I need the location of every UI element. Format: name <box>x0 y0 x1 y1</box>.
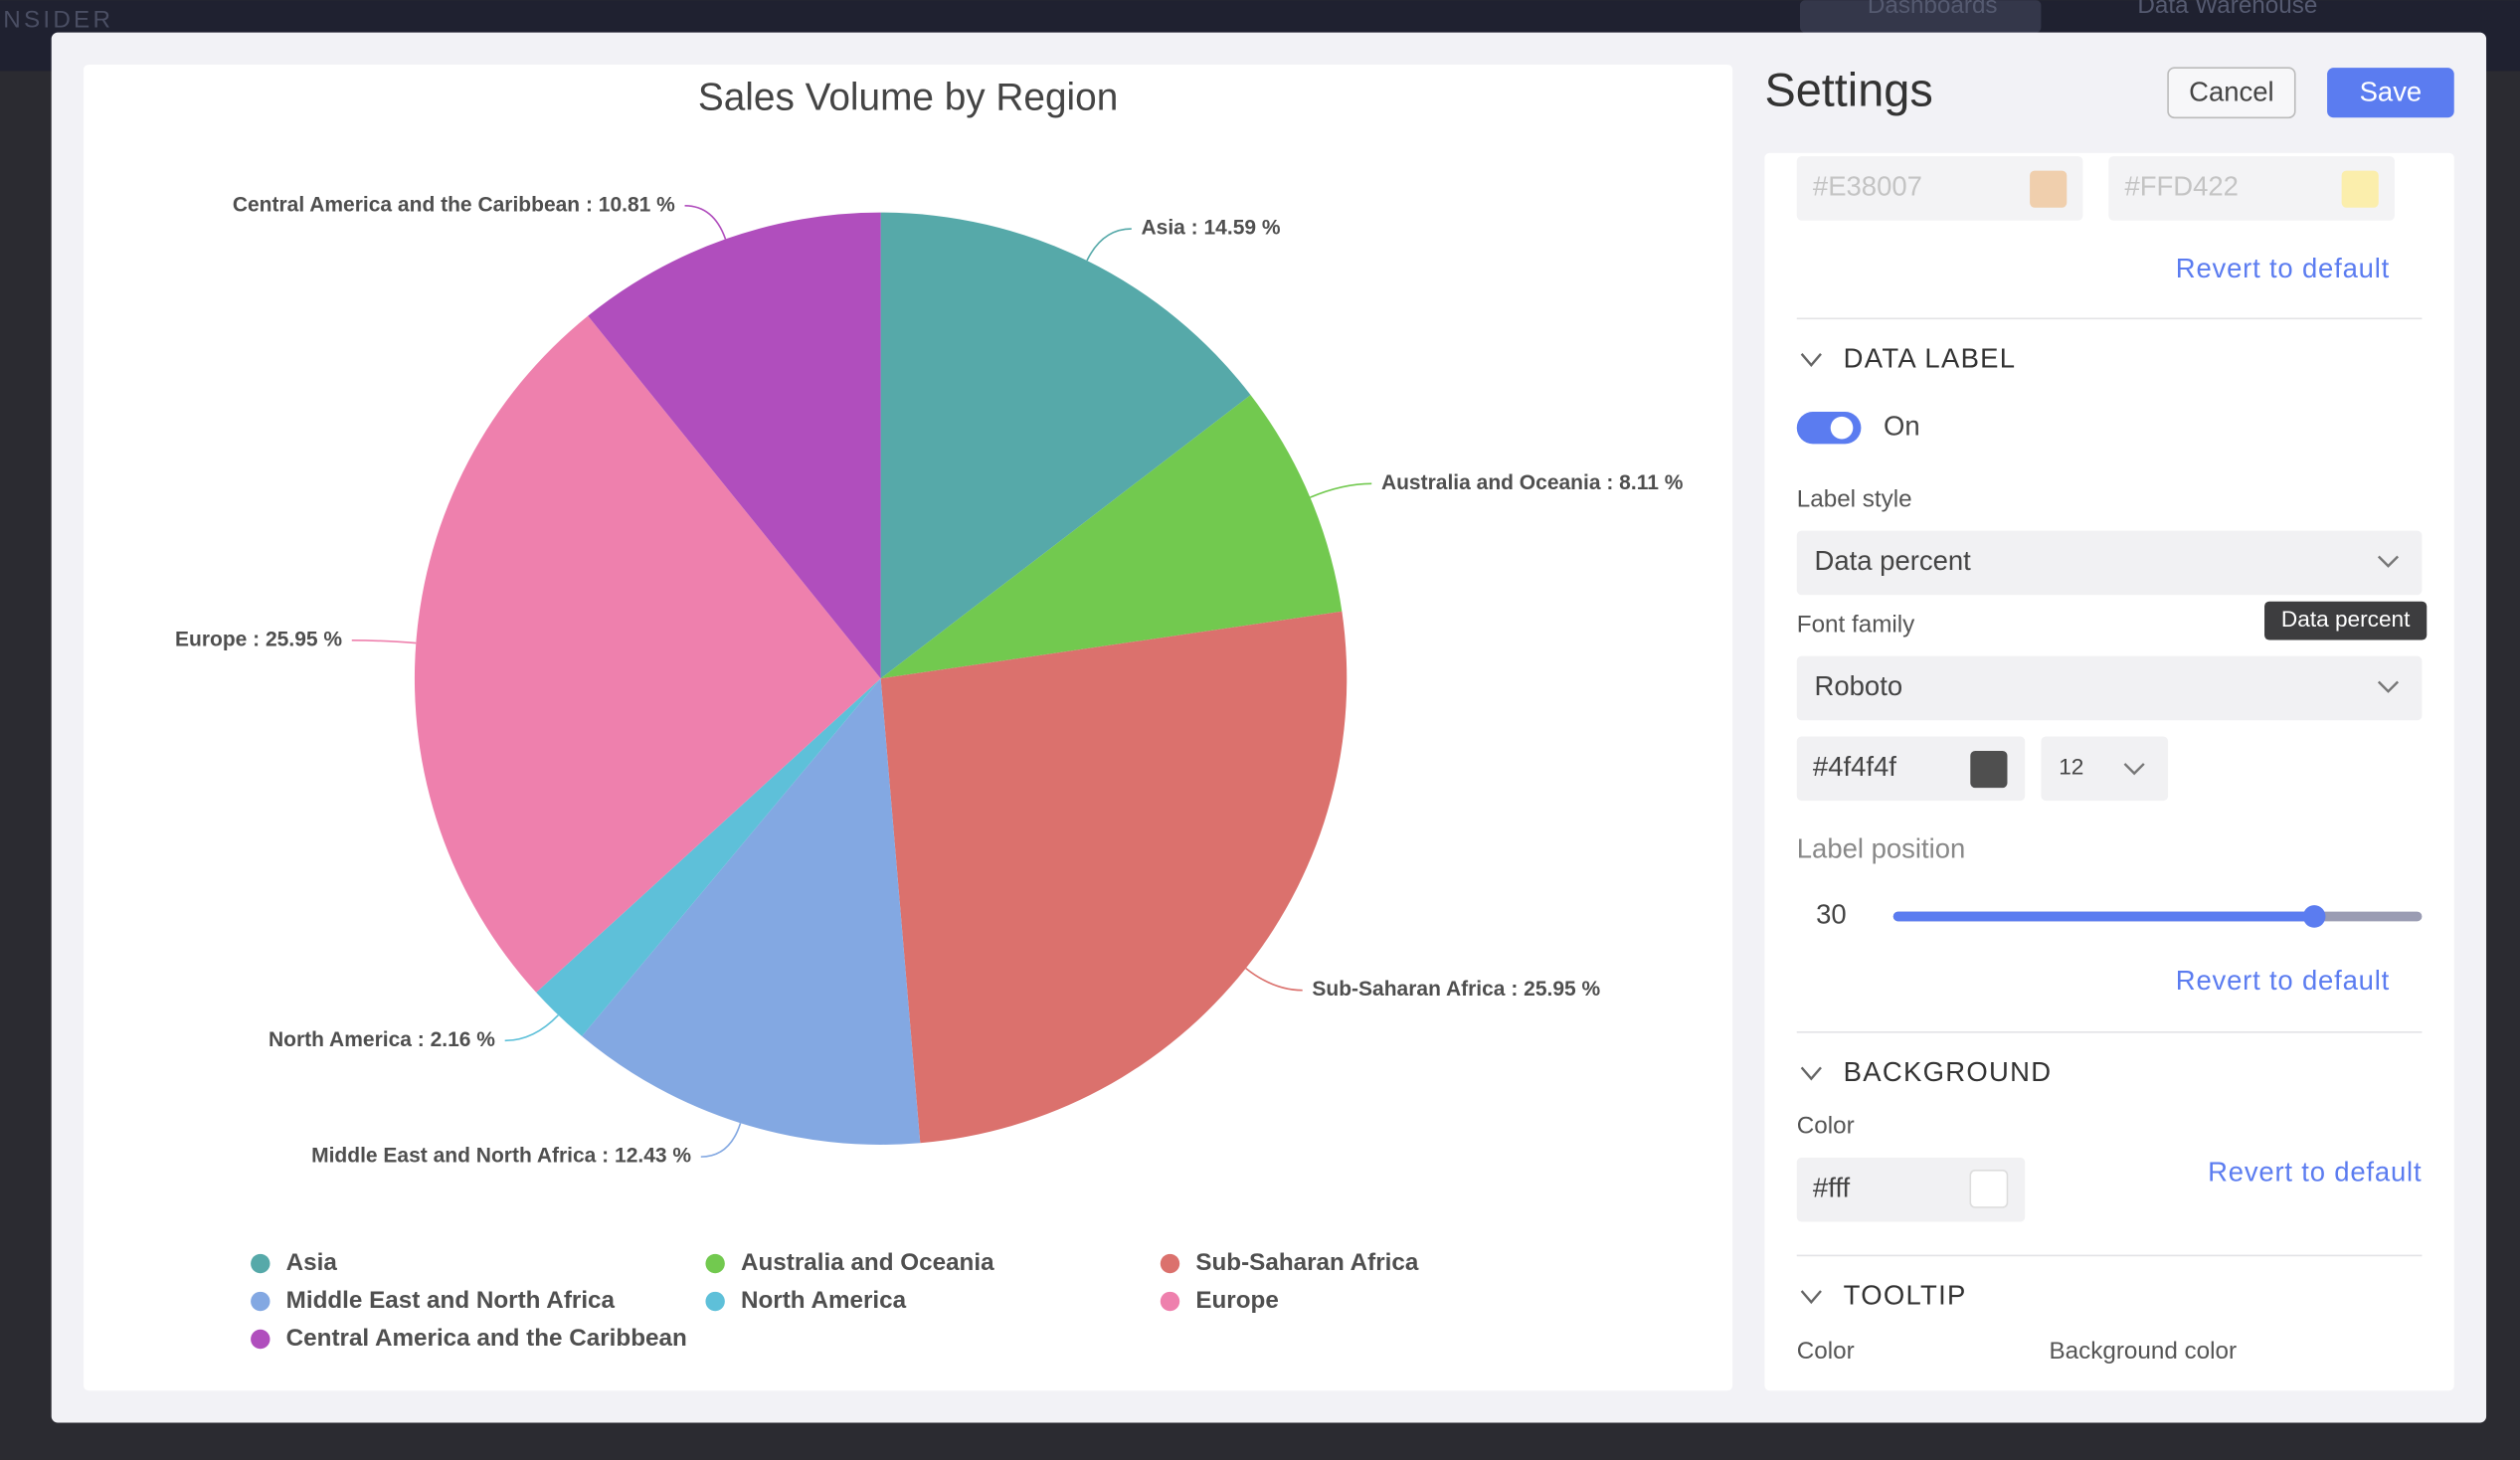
legend-marker <box>1160 1291 1180 1312</box>
pie: Asia : 14.59 % Australia and Oceania : 8.… <box>175 193 1684 1167</box>
legend-label: Central America and the Caribbean <box>286 1325 687 1352</box>
color-value: #4f4f4f <box>1813 751 1896 782</box>
legend-label: Europe <box>1195 1287 1278 1314</box>
chevron[interactable] <box>1800 353 1822 368</box>
brand: NSIDER <box>3 7 113 34</box>
nav-item: Data Warehouse <box>2137 0 2317 19</box>
leader-line <box>1086 228 1132 262</box>
data-label: Europe : 25.95 % <box>175 628 342 650</box>
legend-label: Middle East and North Africa <box>286 1287 616 1314</box>
chevron <box>2377 555 2400 568</box>
leader-line <box>504 1014 559 1042</box>
data-label: Sub-Saharan Africa : 25.95 % <box>1312 978 1600 1001</box>
leader-line <box>1245 967 1303 992</box>
settings-title: Settings <box>1764 64 1932 115</box>
color-value: #E38007 <box>1813 171 1922 202</box>
select[interactable] <box>1796 655 2423 721</box>
legend-marker <box>705 1291 725 1312</box>
field-label: Label position <box>1797 832 1966 863</box>
select-value: Data percent <box>1815 545 1972 576</box>
legend-marker <box>251 1291 270 1312</box>
legend-marker <box>705 1253 725 1274</box>
data-label: Asia : 14.59 % <box>1141 217 1280 240</box>
select-value: Roboto <box>1815 670 1903 701</box>
revert-link[interactable]: Revert to default <box>2176 965 2390 996</box>
legend: Asia Australia and Oceania Sub-Saharan Afr… <box>251 1249 1419 1352</box>
revert-link[interactable]: Revert to default <box>2208 1156 2422 1186</box>
legend-label: Australia and Oceania <box>741 1249 994 1276</box>
slider-value: 30 <box>1816 899 1847 930</box>
color-input[interactable] <box>1796 156 2083 221</box>
tooltip-text: Data percent <box>2281 607 2411 632</box>
pie-slice <box>582 678 921 1145</box>
leader-line <box>684 205 727 240</box>
toggle-label: On <box>1884 410 1920 441</box>
color-swatch <box>1970 751 2008 789</box>
legend-label: Asia <box>286 1249 338 1276</box>
pie-slice <box>880 611 1348 1144</box>
chevron[interactable] <box>1800 1290 1822 1305</box>
color-swatch <box>2341 170 2379 208</box>
pie-slice <box>880 395 1343 679</box>
section-heading: DATA LABEL <box>1844 343 2017 374</box>
settings-content: #E38007 #FFD422 Revert to default DATA L… <box>1796 156 2428 1365</box>
slider-fill <box>1892 911 2315 922</box>
color-swatch <box>2030 170 2068 208</box>
leader-line <box>351 639 417 644</box>
color-value: #fff <box>1813 1172 1851 1202</box>
pie-slice <box>536 678 881 1036</box>
field-label: Font family <box>1797 611 1915 638</box>
nav-item: Dashboards <box>1868 0 1998 19</box>
size-select[interactable] <box>2041 736 2169 802</box>
color-value: #FFD422 <box>2124 171 2239 202</box>
pie-slice <box>880 212 1251 679</box>
data-label: Middle East and North Africa : 12.43 % <box>311 1145 691 1168</box>
color-input[interactable] <box>1796 736 2026 802</box>
data-label: Central America and the Caribbean : 10.8… <box>233 193 675 216</box>
field-label: Label style <box>1797 485 1912 512</box>
cancel-button[interactable] <box>2167 67 2296 119</box>
color-swatch <box>1969 1169 2009 1208</box>
leader-line <box>1310 482 1372 498</box>
leader-line <box>700 1122 742 1158</box>
select[interactable] <box>1796 530 2423 596</box>
legend-marker <box>1160 1253 1180 1274</box>
field-label: Color <box>1797 1113 1855 1140</box>
legend-marker <box>251 1329 270 1350</box>
nav-tab <box>1800 0 2042 33</box>
legend-label: North America <box>741 1287 907 1314</box>
toggle-knob <box>1830 416 1854 440</box>
section-heading: BACKGROUND <box>1844 1056 2053 1087</box>
section-heading: TOOLTIP <box>1844 1280 1967 1311</box>
field-label: Background color <box>2049 1338 2237 1365</box>
tooltip <box>2264 601 2428 640</box>
chevron <box>2377 680 2400 693</box>
size-value: 12 <box>2059 755 2083 780</box>
save-label: Save <box>2360 76 2423 106</box>
save-button[interactable] <box>2327 68 2454 118</box>
chevron[interactable] <box>1800 1066 1822 1081</box>
pie-slice <box>588 212 881 679</box>
revert-link[interactable]: Revert to default <box>2176 253 2390 283</box>
slider-thumb[interactable] <box>2302 905 2326 928</box>
field-label: Color <box>1797 1338 1855 1365</box>
chart-title: Sales Volume by Region <box>698 77 1118 119</box>
legend-marker <box>251 1253 270 1274</box>
data-label: North America : 2.16 % <box>269 1028 495 1051</box>
color-input[interactable] <box>2108 156 2395 221</box>
cancel-label: Cancel <box>2189 76 2274 106</box>
color-input[interactable] <box>1796 1157 2026 1222</box>
pie-slice <box>414 315 881 993</box>
data-label: Australia and Oceania : 8.11 % <box>1381 471 1684 494</box>
legend-label: Sub-Saharan Africa <box>1195 1249 1419 1276</box>
chevron <box>2123 763 2145 776</box>
